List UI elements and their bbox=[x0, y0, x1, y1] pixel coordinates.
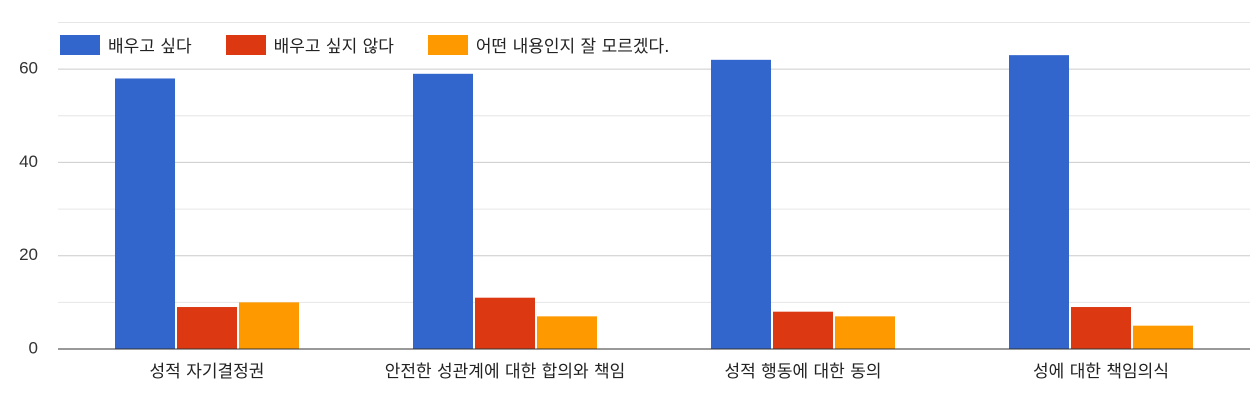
legend-swatch bbox=[60, 34, 100, 55]
bar bbox=[1133, 325, 1193, 349]
legend-label: 어떤 내용인지 잘 모르겠다. bbox=[475, 37, 670, 57]
x-tick-label: 성적 행동에 대한 동의 bbox=[724, 362, 882, 382]
legend: 배우고 싶다 배우고 싶지 않다 어떤 내용인지 잘 모르겠다. bbox=[60, 32, 670, 57]
bar bbox=[413, 73, 473, 350]
legend-item: 어떤 내용인지 잘 모르겠다. bbox=[427, 32, 670, 57]
x-tick-label: 안전한 성관계에 대한 합의와 책임 bbox=[384, 362, 626, 382]
x-tick-label: 성에 대한 책임의식 bbox=[1033, 362, 1169, 382]
bar bbox=[177, 307, 237, 349]
bar bbox=[1009, 55, 1069, 350]
bar bbox=[711, 59, 771, 350]
bar bbox=[239, 302, 299, 349]
bar bbox=[773, 311, 833, 349]
x-tick-label: 성적 자기결정권 bbox=[149, 362, 265, 382]
bar bbox=[475, 297, 535, 349]
y-tick-label: 20 bbox=[19, 245, 38, 264]
y-tick-label: 60 bbox=[19, 59, 38, 78]
bar bbox=[115, 78, 175, 349]
legend-item: 배우고 싶다 bbox=[60, 32, 192, 57]
bar bbox=[835, 316, 895, 349]
y-tick-label: 40 bbox=[19, 152, 38, 171]
bar bbox=[537, 316, 597, 349]
legend-swatch bbox=[427, 34, 468, 55]
legend-swatch bbox=[225, 34, 266, 55]
legend-item: 배우고 싶지 않다 bbox=[225, 32, 394, 57]
bar bbox=[1071, 307, 1131, 349]
legend-label: 배우고 싶다 bbox=[108, 37, 192, 57]
y-tick-label: 0 bbox=[29, 338, 38, 357]
legend-label: 배우고 싶지 않다 bbox=[273, 37, 394, 57]
